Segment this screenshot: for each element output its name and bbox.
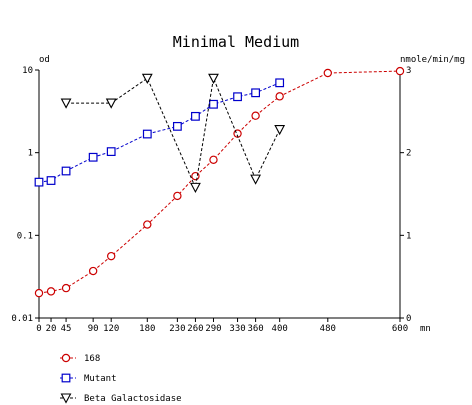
y-left-tick-label: 10 <box>22 66 33 76</box>
legend-marker <box>61 353 71 363</box>
data-point <box>46 176 56 185</box>
y-right-tick-label: 0 <box>406 314 411 324</box>
y-left-tick-label: 1 <box>28 149 33 159</box>
data-point <box>106 251 116 261</box>
data-point <box>106 147 116 157</box>
data-point <box>251 111 260 120</box>
y-left-tick-label: 0.1 <box>17 231 33 241</box>
data-point <box>34 288 44 298</box>
data-point <box>172 121 182 131</box>
x-tick-label: 290 <box>205 324 221 334</box>
x-ticks: 0 20 45 90 120 180 230 260 290 330 360 400 480 600 <box>36 318 408 334</box>
data-point <box>141 73 153 84</box>
data-point <box>191 111 200 121</box>
x-tick-label: 120 <box>103 324 119 334</box>
legend-item: Beta Galactosidase <box>60 393 182 404</box>
data-point <box>143 220 152 229</box>
axes <box>38 70 401 319</box>
y-right-tick-label: 1 <box>406 231 411 241</box>
data-point <box>275 92 284 101</box>
data-point <box>251 88 261 98</box>
data-point <box>208 73 219 84</box>
data-point <box>233 92 242 102</box>
data-point <box>395 66 405 76</box>
data-point <box>60 98 72 109</box>
y-right-tick-label: 2 <box>406 149 411 159</box>
chart-title: Minimal Medium <box>173 33 299 51</box>
data-point <box>142 129 152 139</box>
x-tick-label: 360 <box>247 324 263 334</box>
x-tick-label: 0 <box>36 324 41 334</box>
x-tick-label: 45 <box>61 324 72 334</box>
x-tick-label: 480 <box>320 324 336 334</box>
y-left-tick-label: 0.01 <box>11 314 33 324</box>
series-2 <box>60 73 286 194</box>
y-left-ticks: 0.01 0.1 1 10 <box>11 66 39 324</box>
data-point <box>61 166 71 176</box>
x-tick-label: 260 <box>187 324 203 334</box>
legend-marker <box>60 393 72 404</box>
x-tick-label: 330 <box>229 324 245 334</box>
data-point <box>88 266 98 276</box>
series-line <box>38 70 401 294</box>
y-right-tick-label: 3 <box>406 66 411 76</box>
legend: 168 Mutant Beta Galactosidase <box>60 353 182 404</box>
legend-label: 168 <box>84 354 100 364</box>
legend-label: Beta Galactosidase <box>84 394 182 404</box>
data-point <box>274 124 286 136</box>
data-point <box>173 191 182 201</box>
data-point <box>323 68 332 78</box>
legend-item: Mutant <box>60 373 117 384</box>
legend-marker <box>61 373 71 383</box>
x-tick-label: 230 <box>169 324 185 334</box>
series-0 <box>34 66 405 298</box>
x-tick-label: 400 <box>272 324 288 334</box>
series-line <box>66 76 281 190</box>
data-point <box>275 78 285 88</box>
data-point <box>88 152 98 162</box>
data-point <box>105 98 117 109</box>
data-point <box>190 182 201 194</box>
x-tick-label: 180 <box>139 324 155 334</box>
x-tick-label: 90 <box>88 324 99 334</box>
x-tick-label: 20 <box>46 324 57 334</box>
legend-label: Mutant <box>84 374 117 384</box>
y-right-ticks: 0 1 2 3 <box>400 66 411 324</box>
y-right-label: nmole/min/mg <box>400 55 465 65</box>
x-axis-label: mn <box>420 324 431 334</box>
data-point <box>250 174 262 185</box>
data-point <box>209 99 218 109</box>
data-point <box>46 287 56 296</box>
series-1 <box>34 78 285 187</box>
x-tick-label: 600 <box>392 324 408 334</box>
series-layer <box>34 66 405 298</box>
legend-item: 168 <box>60 353 100 364</box>
data-point <box>61 283 71 293</box>
data-point <box>209 155 218 164</box>
data-point <box>34 177 44 187</box>
series-line <box>38 82 280 183</box>
y-left-label: od <box>39 55 50 65</box>
